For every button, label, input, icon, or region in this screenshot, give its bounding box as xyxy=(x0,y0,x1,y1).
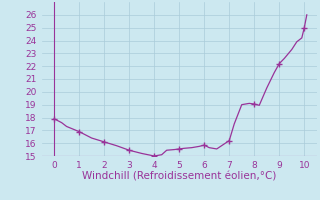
X-axis label: Windchill (Refroidissement éolien,°C): Windchill (Refroidissement éolien,°C) xyxy=(82,171,276,181)
